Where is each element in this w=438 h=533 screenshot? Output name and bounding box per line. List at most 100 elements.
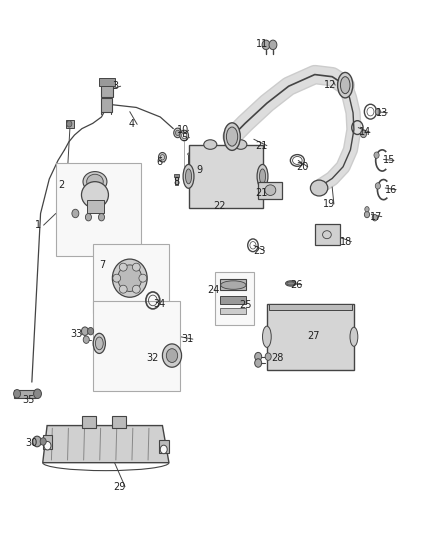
Ellipse shape — [340, 77, 350, 94]
Circle shape — [67, 120, 72, 127]
Circle shape — [72, 209, 79, 217]
Ellipse shape — [83, 172, 107, 192]
Circle shape — [182, 132, 187, 139]
Ellipse shape — [287, 282, 295, 285]
Text: 25: 25 — [240, 300, 252, 310]
Circle shape — [44, 441, 51, 450]
Text: 31: 31 — [181, 334, 194, 344]
Bar — [187, 154, 192, 175]
Ellipse shape — [81, 182, 109, 208]
Text: 16: 16 — [385, 184, 397, 195]
Text: 30: 30 — [25, 438, 37, 448]
Bar — [188, 144, 262, 208]
Text: 14: 14 — [359, 127, 371, 138]
Circle shape — [88, 327, 94, 335]
Circle shape — [375, 183, 381, 189]
Text: 21: 21 — [255, 141, 268, 151]
Bar — [66, 120, 74, 127]
Circle shape — [375, 109, 381, 115]
Bar — [82, 416, 96, 427]
Text: 7: 7 — [99, 261, 106, 270]
Text: 5: 5 — [181, 133, 187, 143]
Circle shape — [34, 389, 42, 399]
Bar — [113, 416, 126, 427]
Text: 9: 9 — [196, 165, 202, 175]
Bar — [258, 182, 282, 199]
Circle shape — [162, 344, 182, 367]
Ellipse shape — [132, 285, 140, 293]
Bar — [269, 304, 352, 310]
Ellipse shape — [265, 185, 276, 196]
Circle shape — [365, 207, 369, 212]
Circle shape — [159, 152, 166, 162]
Ellipse shape — [132, 263, 140, 271]
Circle shape — [254, 359, 261, 367]
Ellipse shape — [350, 327, 358, 346]
Bar — [93, 244, 169, 313]
Bar — [267, 304, 354, 370]
Ellipse shape — [226, 127, 238, 146]
Bar — [174, 174, 180, 177]
Bar — [220, 296, 247, 304]
Ellipse shape — [139, 274, 147, 282]
Circle shape — [83, 336, 89, 343]
Ellipse shape — [95, 337, 103, 350]
Bar — [87, 200, 104, 214]
Circle shape — [364, 212, 370, 217]
Text: 11: 11 — [256, 39, 268, 49]
Bar — [14, 390, 36, 398]
Ellipse shape — [262, 326, 271, 348]
Text: 34: 34 — [153, 298, 165, 309]
Circle shape — [33, 436, 42, 447]
Polygon shape — [43, 425, 169, 463]
Text: 15: 15 — [382, 156, 395, 165]
Ellipse shape — [224, 123, 240, 150]
Text: 3: 3 — [113, 81, 119, 91]
Text: 35: 35 — [22, 395, 35, 405]
Ellipse shape — [221, 281, 246, 289]
Ellipse shape — [259, 169, 265, 184]
Text: 28: 28 — [271, 353, 283, 362]
Circle shape — [254, 352, 261, 361]
Ellipse shape — [119, 263, 127, 271]
Text: 10: 10 — [177, 125, 190, 135]
Bar — [56, 163, 141, 256]
Circle shape — [40, 438, 46, 445]
Text: 1: 1 — [35, 220, 42, 230]
Circle shape — [99, 214, 105, 221]
Text: 20: 20 — [297, 162, 309, 172]
Circle shape — [269, 40, 277, 50]
Bar — [159, 440, 169, 453]
Circle shape — [374, 152, 379, 158]
Ellipse shape — [185, 169, 191, 184]
Ellipse shape — [183, 165, 194, 188]
Ellipse shape — [338, 72, 353, 98]
Ellipse shape — [187, 153, 192, 156]
Text: 21: 21 — [255, 188, 268, 198]
Circle shape — [85, 214, 92, 221]
Ellipse shape — [204, 140, 217, 149]
Text: 23: 23 — [253, 246, 265, 256]
Circle shape — [180, 130, 188, 141]
Bar — [43, 434, 52, 449]
Circle shape — [262, 40, 270, 50]
Text: 19: 19 — [322, 199, 335, 209]
Text: 8: 8 — [173, 176, 180, 187]
Ellipse shape — [118, 265, 142, 292]
Ellipse shape — [87, 174, 103, 189]
Bar — [215, 272, 254, 325]
Bar — [123, 302, 135, 311]
Text: 4: 4 — [129, 119, 135, 130]
Ellipse shape — [113, 274, 120, 282]
Circle shape — [166, 349, 178, 362]
Ellipse shape — [113, 259, 147, 297]
Ellipse shape — [119, 285, 127, 293]
Circle shape — [160, 445, 167, 454]
Bar — [220, 308, 247, 314]
Text: 33: 33 — [70, 329, 82, 340]
Text: 24: 24 — [208, 285, 220, 295]
Text: 32: 32 — [147, 353, 159, 362]
Text: 13: 13 — [376, 108, 389, 118]
Circle shape — [372, 215, 378, 221]
Bar — [315, 224, 340, 245]
